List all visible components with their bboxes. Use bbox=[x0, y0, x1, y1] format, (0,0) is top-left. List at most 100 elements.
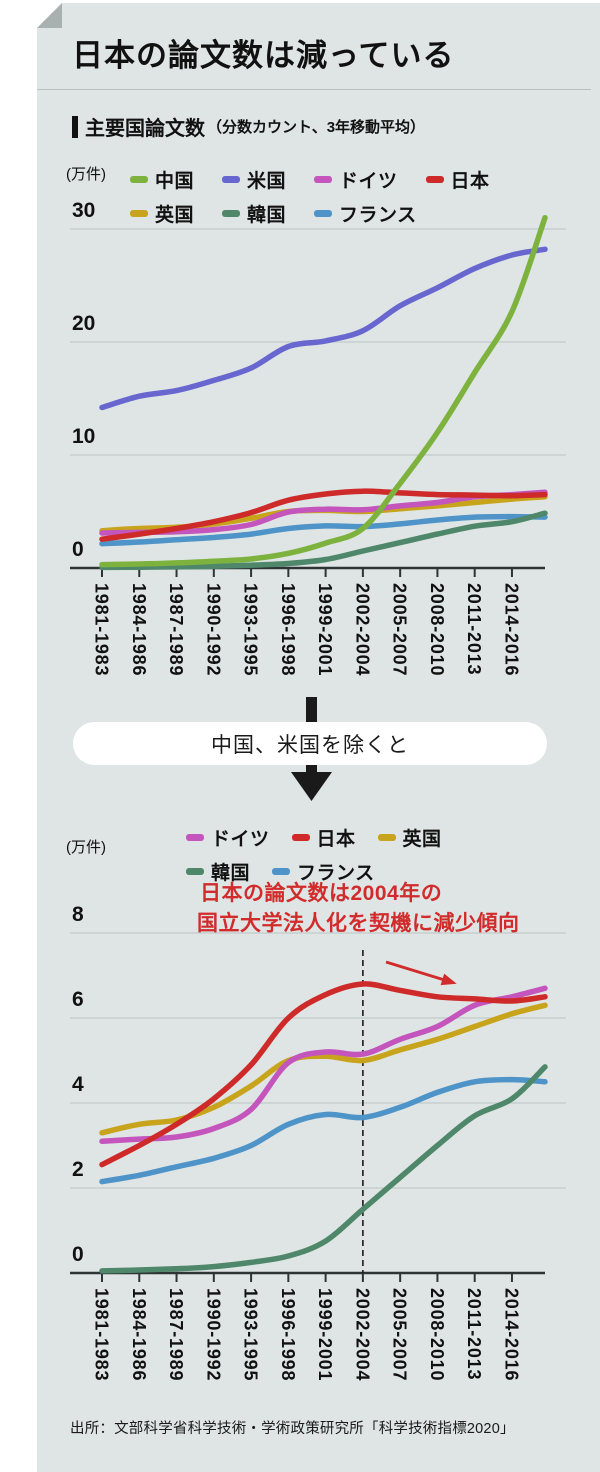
legend-label: フランス bbox=[297, 863, 375, 884]
x-tick-label: 1987-1989 bbox=[166, 583, 186, 676]
y-tick-label: 4 bbox=[72, 1073, 84, 1096]
legend-swatch-icon bbox=[222, 176, 241, 183]
legend-item-france: フランス bbox=[272, 858, 375, 885]
x-tick-label: 1993-1995 bbox=[241, 1288, 261, 1381]
legend-row: 英国 韓国 フランス bbox=[130, 200, 490, 227]
section-heading: 主要国論文数 （分数カウント、3年移動平均） bbox=[72, 112, 425, 141]
x-tick-label: 2002-2004 bbox=[352, 583, 372, 676]
series-line-japan bbox=[99, 488, 548, 542]
x-tick-label: 2014-2016 bbox=[501, 1288, 521, 1381]
trend-arrow-line bbox=[385, 960, 452, 984]
y-tick-label: 0 bbox=[72, 1243, 84, 1266]
unit-label-top: (万件) bbox=[66, 166, 106, 183]
series-line-us bbox=[99, 246, 548, 411]
legend-swatch-icon bbox=[130, 176, 148, 183]
legend-label: ドイツ bbox=[211, 829, 270, 850]
series-line-korea bbox=[99, 1064, 548, 1274]
series-line-korea bbox=[99, 510, 548, 571]
x-tick-label: 2005-2007 bbox=[390, 583, 410, 676]
page-title: 日本の論文数は減っている bbox=[72, 38, 455, 73]
series-line-france bbox=[99, 1076, 548, 1185]
series-line-china bbox=[99, 214, 548, 568]
section-title: 主要国論文数 bbox=[85, 118, 205, 140]
y-tick-label: 2 bbox=[72, 1158, 84, 1181]
legend-item-germany: ドイツ bbox=[314, 166, 398, 193]
legend-item-france: フランス bbox=[314, 200, 417, 227]
source-note: 出所：文部科学省科学技術・学術政策研究所「科学技術指標2020」 bbox=[70, 1421, 515, 1437]
legend-item-japan: 日本 bbox=[425, 166, 490, 193]
y-tick-label: 30 bbox=[72, 199, 95, 222]
legend-label: 英国 bbox=[402, 829, 442, 850]
y-tick-label: 20 bbox=[72, 312, 95, 335]
x-tick-label: 1981-1983 bbox=[92, 1288, 112, 1381]
series-line-france bbox=[99, 513, 548, 547]
legend-label: 中国 bbox=[155, 171, 195, 192]
legend-item-uk: 英国 bbox=[377, 824, 442, 851]
header-divider bbox=[37, 89, 591, 90]
legend-swatch-icon bbox=[377, 834, 396, 841]
x-tick-label: 1993-1995 bbox=[241, 583, 261, 676]
legend-top-chart: 中国 米国 ドイツ 日本英国 韓国 フランス bbox=[130, 166, 490, 234]
x-tick-label: 1984-1986 bbox=[129, 583, 149, 676]
series-line-japan bbox=[99, 981, 548, 1168]
legend-swatch-icon bbox=[186, 868, 204, 875]
annotation-line-1: 日本の論文数は2004年の bbox=[200, 882, 443, 905]
legend-bottom-chart: ドイツ 日本 英国韓国 フランス bbox=[186, 824, 442, 892]
x-tick-label: 1996-1998 bbox=[278, 583, 298, 676]
legend-item-china: 中国 bbox=[130, 166, 194, 193]
legend-row: 中国 米国 ドイツ 日本 bbox=[130, 166, 490, 193]
legend-swatch-icon bbox=[314, 176, 333, 183]
x-tick-label: 1996-1998 bbox=[278, 1288, 298, 1381]
y-tick-label: 6 bbox=[72, 988, 84, 1011]
trend-arrow-head-icon bbox=[440, 973, 457, 986]
y-tick-label: 10 bbox=[72, 425, 95, 448]
legend-swatch-icon bbox=[291, 834, 310, 841]
x-tick-label: 2005-2007 bbox=[390, 1288, 410, 1381]
y-tick-label: 0 bbox=[72, 538, 84, 561]
legend-swatch-icon bbox=[222, 210, 241, 217]
legend-label: フランス bbox=[339, 205, 417, 226]
legend-label: 日本 bbox=[450, 171, 490, 192]
section-bar-icon bbox=[72, 115, 78, 138]
x-tick-label: 1987-1989 bbox=[166, 1288, 186, 1381]
section-note: （分数カウント、3年移動平均） bbox=[207, 119, 426, 136]
annotation-line-2: 国立大学法人化を契機に減少傾向 bbox=[197, 912, 520, 935]
x-tick-label: 1999-2001 bbox=[315, 1288, 335, 1381]
legend-item-korea: 韓国 bbox=[222, 200, 286, 227]
legend-label: 英国 bbox=[155, 205, 195, 226]
unit-label-bottom: (万件) bbox=[66, 839, 106, 856]
legend-swatch-icon bbox=[272, 868, 291, 875]
legend-label: 米国 bbox=[247, 171, 287, 192]
x-tick-label: 1990-1992 bbox=[203, 583, 223, 676]
legend-swatch-icon bbox=[186, 834, 204, 841]
legend-item-korea: 韓国 bbox=[186, 858, 250, 885]
series-line-germany bbox=[99, 985, 548, 1145]
legend-label: 韓国 bbox=[211, 863, 251, 884]
legend-swatch-icon bbox=[130, 210, 148, 217]
x-tick-label: 1990-1992 bbox=[203, 1288, 223, 1381]
legend-item-us: 米国 bbox=[222, 166, 286, 193]
legend-row: ドイツ 日本 英国 bbox=[186, 824, 442, 851]
legend-row: 韓国 フランス bbox=[186, 858, 442, 885]
x-tick-label: 2008-2010 bbox=[427, 1288, 447, 1381]
legend-item-uk: 英国 bbox=[130, 200, 194, 227]
legend-swatch-icon bbox=[425, 176, 444, 183]
legend-item-japan: 日本 bbox=[291, 824, 356, 851]
legend-label: 韓国 bbox=[247, 205, 287, 226]
legend-swatch-icon bbox=[314, 210, 333, 217]
x-tick-label: 2008-2010 bbox=[427, 583, 447, 676]
flow-pill: 中国、米国を除くと bbox=[73, 722, 547, 765]
x-tick-label: 2011-2013 bbox=[464, 1288, 484, 1380]
legend-label: ドイツ bbox=[339, 171, 398, 192]
x-tick-label: 2002-2004 bbox=[352, 1288, 372, 1381]
x-tick-label: 1999-2001 bbox=[315, 583, 335, 676]
x-tick-label: 1981-1983 bbox=[92, 583, 112, 676]
legend-item-germany: ドイツ bbox=[186, 824, 270, 851]
series-line-uk bbox=[99, 1002, 548, 1136]
x-tick-label: 1984-1986 bbox=[129, 1288, 149, 1381]
legend-label: 日本 bbox=[316, 829, 356, 850]
y-tick-label: 8 bbox=[72, 903, 84, 926]
x-tick-label: 2011-2013 bbox=[464, 583, 484, 675]
x-tick-label: 2014-2016 bbox=[501, 583, 521, 676]
